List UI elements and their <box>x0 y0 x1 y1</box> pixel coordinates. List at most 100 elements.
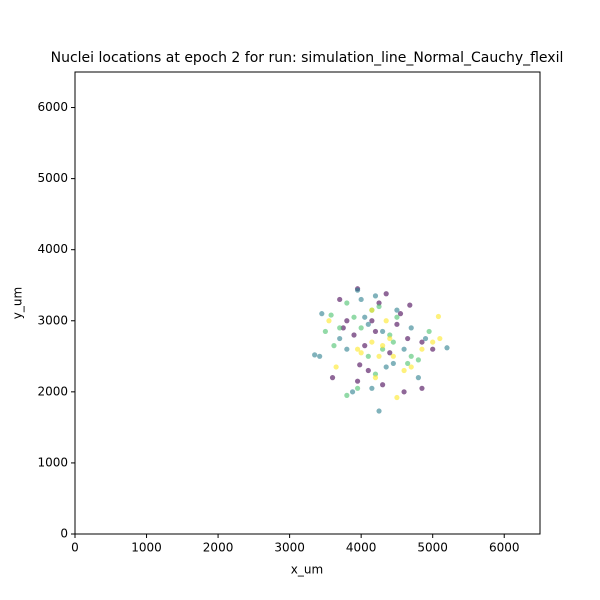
scatter-point <box>383 318 389 324</box>
scatter-point <box>408 353 414 359</box>
x-tick-label: 5000 <box>417 541 448 555</box>
scatter-point <box>354 346 361 352</box>
scatter-point <box>401 346 407 352</box>
scatter-point <box>369 318 375 324</box>
scatter-point <box>426 328 432 335</box>
scatter-point <box>383 364 389 370</box>
scatter-point <box>405 335 411 342</box>
scatter-point <box>380 328 386 335</box>
scatter-point <box>415 357 421 363</box>
scatter-point <box>337 296 343 303</box>
scatter-point <box>372 293 379 299</box>
y-tick-label: 3000 <box>37 313 68 327</box>
scatter-point <box>329 375 336 381</box>
plot-frame <box>74 71 541 535</box>
scatter-point <box>333 364 339 370</box>
x-tick-label: 6000 <box>489 541 520 555</box>
y-tick-label: 6000 <box>37 100 68 114</box>
scatter-point <box>405 360 411 367</box>
scatter-point <box>365 367 371 374</box>
scatter-point <box>435 313 442 320</box>
scatter-point <box>397 311 404 317</box>
scatter-point <box>354 385 361 391</box>
y-tick-label: 4000 <box>37 242 68 256</box>
scatter-point <box>372 371 379 377</box>
scatter-point <box>383 291 389 297</box>
scatter-point <box>369 339 375 345</box>
scatter-point <box>419 346 425 352</box>
scatter-point <box>362 343 368 349</box>
scatter-point <box>419 385 425 391</box>
scatter-point <box>337 335 343 342</box>
scatter-point <box>362 314 368 320</box>
scatter-point <box>369 307 375 313</box>
scatter-point <box>394 321 400 327</box>
scatter-point <box>390 353 396 359</box>
y-axis-label: y_um <box>11 287 25 319</box>
scatter-point <box>369 385 375 391</box>
scatter-point <box>365 353 371 359</box>
scatter-point <box>372 328 379 335</box>
scatter-point <box>354 378 361 384</box>
scatter-point <box>358 350 364 356</box>
x-axis-label: x_um <box>291 563 323 577</box>
scatter-point <box>344 318 350 324</box>
scatter-point <box>312 352 318 358</box>
scatter-point <box>408 325 414 331</box>
scatter-point <box>376 353 382 359</box>
scatter-point <box>376 408 382 414</box>
scatter-point <box>322 328 328 335</box>
scatter-point <box>365 321 371 327</box>
scatter-point <box>331 343 337 349</box>
scatter-point <box>430 346 436 352</box>
scatter-point <box>407 302 413 308</box>
scatter-point <box>319 311 325 317</box>
scatter-point <box>344 392 350 398</box>
scatter-point <box>317 353 323 359</box>
scatter-point <box>351 314 357 320</box>
scatter-point <box>372 375 379 381</box>
scatter-point <box>401 389 407 395</box>
y-tick-label: 2000 <box>37 384 68 398</box>
y-tick-label: 0 <box>60 527 68 541</box>
scatter-point <box>394 394 400 401</box>
scatter-point <box>326 318 332 324</box>
scatter-point <box>380 343 386 349</box>
scatter-point <box>376 300 382 306</box>
scatter-point <box>387 332 393 338</box>
scatter-point <box>337 325 343 331</box>
x-tick-label: 4000 <box>346 541 377 555</box>
scatter-point <box>376 303 382 310</box>
scatter-point <box>430 339 436 345</box>
scatter-point <box>422 335 429 342</box>
chart-title: Nuclei locations at epoch 2 for run: sim… <box>51 50 564 66</box>
scatter-point <box>380 382 386 388</box>
scatter-point <box>394 314 400 320</box>
scatter-point <box>357 362 363 368</box>
scatter-point <box>351 332 357 338</box>
scatter-point <box>349 389 356 395</box>
y-tick-label: 5000 <box>37 171 68 185</box>
scatter-point <box>401 367 407 374</box>
scatter-point <box>437 335 443 342</box>
scatter-point <box>390 339 396 345</box>
scatter-point <box>344 300 350 306</box>
scatter-point <box>358 296 364 303</box>
scatter-point <box>380 346 386 352</box>
x-tick-label: 2000 <box>203 541 234 555</box>
scatter-point <box>415 375 421 381</box>
scatter-point <box>390 360 396 367</box>
x-tick-label: 1000 <box>131 541 162 555</box>
x-tick-label: 3000 <box>274 541 305 555</box>
scatter-point <box>394 307 400 313</box>
scatter-point <box>328 312 334 318</box>
scatter-point <box>408 364 414 370</box>
scatter-point <box>387 350 393 356</box>
scatter-point <box>340 325 346 331</box>
scatter-point <box>387 335 393 342</box>
scatter-point <box>354 287 361 293</box>
x-tick-label: 0 <box>71 541 79 555</box>
scatter-point <box>344 346 350 352</box>
scatter-point <box>444 345 450 351</box>
